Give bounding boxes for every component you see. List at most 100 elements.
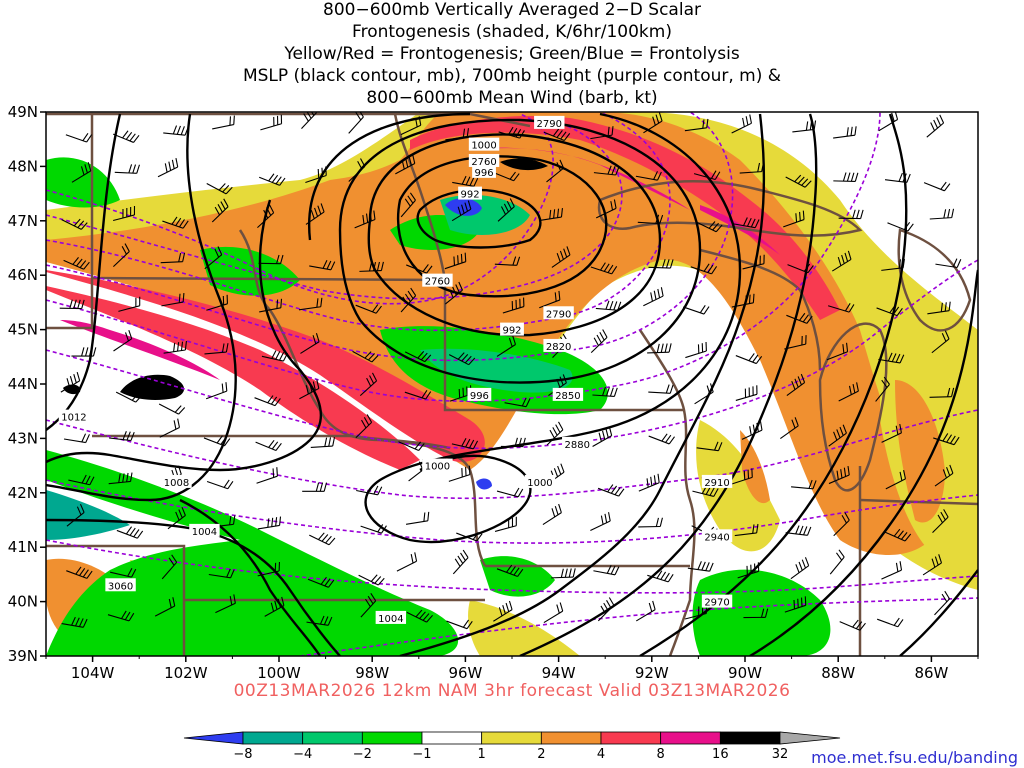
wind-barb [935,258,962,269]
wind-barb [66,566,93,579]
wind-barb [298,297,323,311]
lat-tick-label: 47N [8,212,38,230]
wind-barb [493,171,520,182]
wind-barb [163,341,187,354]
height-contour [46,112,671,332]
wind-barb [255,439,282,452]
mslp-contour [338,118,702,384]
wind-barb [498,126,525,139]
wind-barb [934,590,950,616]
wind-barb [456,531,483,542]
wind-barb [497,198,515,222]
wind-barb [398,441,425,452]
wind-barb [261,350,289,362]
wind-barb [260,114,283,131]
colorbar-label: 16 [712,747,729,762]
wind-barb [876,617,904,628]
mslp-contour [46,199,323,472]
mslp-contour [46,113,237,502]
wind-barb [355,414,373,439]
wind-barb [839,619,866,631]
contour-label: 992 [461,190,480,201]
mslp-contour [639,113,908,656]
wind-barb [590,329,608,354]
contour-label-bg [552,387,584,401]
mslp-contour [519,113,818,656]
wind-barb [451,200,472,222]
wind-barb [448,465,471,482]
wind-barb [257,204,275,229]
colorbar-label: −4 [293,747,312,762]
wind-barb [875,376,890,402]
wind-barb [445,128,469,141]
frontolysis-southwest-teal [46,490,130,540]
colorbar-label: 2 [537,747,545,762]
contour-label-bg [701,474,733,488]
wind-barb [884,172,911,183]
colorbar-swatch [421,731,483,745]
wind-barb [878,352,905,364]
wind-barb [309,532,336,546]
contour-label: 992 [502,326,521,337]
colorbar-swatch [242,731,304,745]
wind-barb [539,290,561,309]
height-labels: 2790 2760 2760 2790 2820 2850 2880 2910 2940 2970… [105,115,733,609]
wind-barb [452,175,479,187]
colorbar: −8 −4 −2 −1 1 2 4 8 16 32 [183,731,841,762]
source-url-link[interactable]: moe.met.fsu.edu/banding [811,748,1018,767]
wind-barb [71,347,97,357]
height-contour [299,597,978,656]
wind-barb [360,524,387,534]
wind-barb [597,597,615,622]
wind-barb [300,332,320,354]
wind-barb [831,250,852,272]
frontogenesis-southwest-yellow [130,560,580,656]
title-line-5: 800−600mb Mean Wind (barb, kt) [366,88,658,108]
lat-tick-label: 44N [8,375,38,393]
wind-barb [63,257,90,270]
contour-label-bg [468,153,500,167]
wind-barb [593,165,620,176]
wind-barb [648,433,675,445]
wind-barb [305,203,325,225]
wind-barb [735,385,758,401]
wind-barb [684,118,709,132]
wind-barb [785,525,812,536]
border-nd-sd [91,276,446,282]
contour-label: 3060 [108,581,133,592]
longitude-axis: 104W 102W 100W 98W 96W 94W 92W 90W 88W 86W [45,656,979,682]
wind-barb [310,437,336,448]
wind-barb [301,112,318,129]
wind-barb [118,296,141,312]
wind-barb [302,482,328,492]
wind-barb [876,305,903,317]
wind-barb [496,564,524,578]
contour-label: 1004 [378,614,403,625]
border-wy-co [46,544,186,656]
wind-barb [741,421,763,440]
contour-label-bg [189,523,220,537]
colorbar-label: 1 [478,747,486,762]
contour-label-bg [543,338,574,352]
lat-tick-label: 45N [8,321,38,339]
wind-barb [933,433,960,446]
height-contour [46,479,978,544]
title-line-1: 800−600mb Vertically Averaged 2−D Scalar [323,0,701,20]
wind-barb [685,341,707,359]
wind-barb [348,158,366,182]
wind-barb [254,395,281,407]
wind-barb [643,112,663,134]
contour-label-bg [701,594,733,608]
wind-barb [496,335,517,357]
wind-barb [204,343,229,355]
colorbar-arrow-left [183,731,244,745]
contour-label-bg [422,273,453,287]
wind-barb [494,256,521,266]
wind-barb [692,485,719,497]
wind-barb [696,221,723,233]
wind-barb [648,384,674,394]
wind-barb [358,574,385,586]
wind-barb [595,199,617,219]
lat-tick-label: 39N [8,647,38,665]
wind-barb [154,597,176,617]
